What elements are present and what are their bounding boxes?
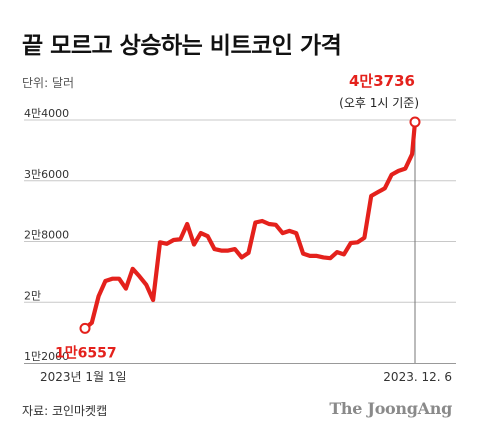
start-value-label: 1만6557 <box>55 345 117 361</box>
end-point-marker <box>409 116 421 128</box>
end-value-sublabel: (오후 1시 기준) <box>339 96 419 110</box>
label-layer: 1만6557 4만3736 (오후 1시 기준) <box>55 72 419 361</box>
y-tick-label: 2만 <box>24 289 41 302</box>
y-tick-label: 2만8000 <box>24 229 69 242</box>
publisher-logo: The JoongAng <box>329 399 452 418</box>
source-note: 자료: 코인마켓캡 <box>22 404 108 418</box>
unit-label: 단위: 달러 <box>22 76 75 90</box>
y-tick-label: 4만4000 <box>24 107 69 120</box>
chart-title: 끝 모르고 상승하는 비트코인 가격 <box>22 33 342 59</box>
axis-layer: 1만2000 2만 2만8000 3만6000 4만4000 2023년 1월 1일 202… <box>24 107 456 384</box>
x-tick-label-start: 2023년 1월 1일 <box>40 370 127 384</box>
x-tick-label-end: 2023. 12. 6 <box>383 370 452 384</box>
start-point-marker <box>79 322 91 334</box>
series-layer <box>79 116 421 334</box>
y-tick-label: 3만6000 <box>24 168 69 181</box>
end-value-label: 4만3736 <box>349 72 415 90</box>
y-tick-label: 1만2000 <box>24 350 69 363</box>
price-line <box>82 119 418 331</box>
